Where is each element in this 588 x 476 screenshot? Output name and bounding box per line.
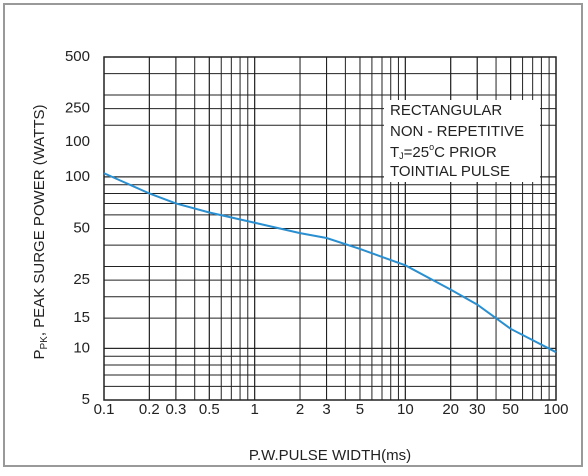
annotation: RECTANGULAR NON - REPETITIVE TJ=25oC PRI… [390,102,524,180]
y-tick-label: 50 [73,219,90,236]
data-line [103,172,557,354]
x-tick-label: 3 [322,401,330,418]
x-tick-label: 0.2 [139,401,160,418]
y-tick-label: 25 [73,271,90,288]
annotation-line: TJ=25oC PRIOR [390,142,497,161]
y-tick-label: 100 [65,168,90,185]
annotation-box [384,100,540,182]
x-tick-label: 10 [397,401,414,418]
y-tick-label: 10 [73,339,90,356]
x-tick-label: 2 [296,401,304,418]
x-tick-label: 5 [356,401,364,418]
y-tick-label: 500 [65,48,90,65]
y-tick-label: 5 [82,391,90,408]
x-tick-label: 100 [543,401,568,418]
frame [3,3,583,467]
x-tick-label: 0.5 [199,401,220,418]
x-tick-label: 50 [502,401,519,418]
y-axis-label: PPK, PEAK SURGE POWER (WATTS) [31,104,50,359]
x-tick-label: 1 [250,401,258,418]
x-tick-label: 20 [442,401,459,418]
y-tick-label: 15 [73,309,90,326]
x-tick-label: 0.1 [94,401,115,418]
annotation-line: TOINTIAL PULSE [390,163,510,180]
annotation-line: RECTANGULAR [390,102,502,119]
y-tick-label: 100 [65,133,90,150]
x-tick-label: 30 [469,401,486,418]
x-tick-label: 0.3 [165,401,186,418]
grid [103,56,557,401]
y-tick-label: 250 [65,100,90,117]
x-axis-label: P.W.PULSE WIDTH(ms) [249,447,411,464]
annotation-line: NON - REPETITIVE [390,123,524,140]
